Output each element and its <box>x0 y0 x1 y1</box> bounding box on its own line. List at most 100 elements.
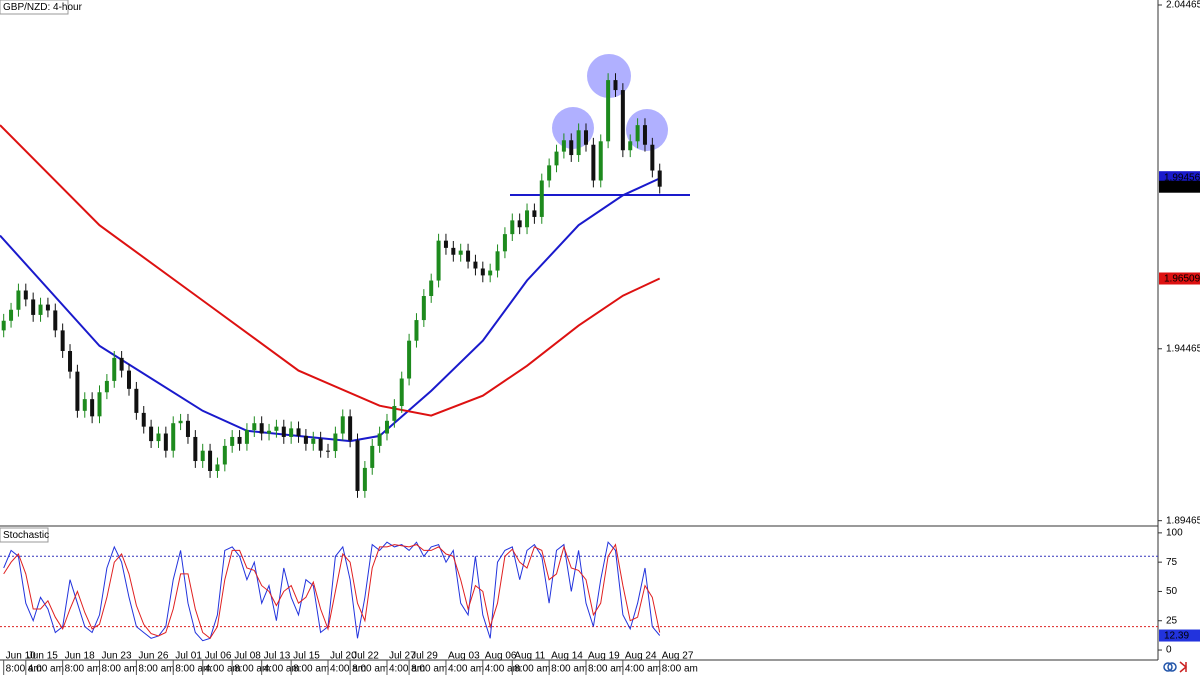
candle-body <box>53 310 58 331</box>
candle-body <box>569 140 574 156</box>
candle-body <box>355 440 360 491</box>
candle-body <box>399 378 404 407</box>
candle-body <box>584 130 589 145</box>
x-tick-label: Jul 22 <box>352 651 379 662</box>
x-tick-label: Jul 08 <box>234 651 261 662</box>
x-tick-label: Jun 15 <box>28 651 58 662</box>
candle-body <box>502 234 507 252</box>
y-tick-label: 50 <box>1166 586 1178 597</box>
candle-body <box>532 210 537 217</box>
x-tick-label: Aug 24 <box>625 651 657 662</box>
candle-body <box>510 220 515 235</box>
candle-body <box>443 240 448 248</box>
candle-body <box>348 416 353 441</box>
x-tick-label: Aug 11 <box>514 651 545 662</box>
moving-average <box>0 124 661 417</box>
candle-body <box>45 304 50 311</box>
candle-body <box>377 433 382 446</box>
scroll-end-icon[interactable] <box>1179 661 1188 673</box>
y-tick-label: 25 <box>1166 615 1178 626</box>
x-tick-label: Jun 26 <box>138 651 168 662</box>
candle-body <box>163 433 168 451</box>
y-tick-label: 75 <box>1166 557 1178 568</box>
x-tick-time: 4:00 am <box>330 664 366 675</box>
candle-body <box>407 340 412 379</box>
indicator-title: Stochastic <box>3 530 49 541</box>
candle-body <box>620 90 625 151</box>
candle-body <box>75 371 80 411</box>
candle-body <box>185 420 190 437</box>
x-tick-label: Aug 03 <box>448 651 480 662</box>
candle-body <box>429 280 434 297</box>
x-tick-label: Jul 20 <box>330 651 357 662</box>
y-tick-label: 0 <box>1166 645 1172 656</box>
candle-body <box>68 351 73 372</box>
price-tag-label: 1.96509 <box>1164 274 1200 285</box>
candle-body <box>635 125 640 142</box>
candle-body <box>104 380 109 393</box>
candle-body <box>149 426 154 442</box>
candle-body <box>296 428 301 436</box>
head <box>587 54 631 98</box>
x-tick-label: Aug 19 <box>588 651 620 662</box>
x-tick-label: Jun 10 <box>6 651 36 662</box>
price-tag <box>1159 171 1200 184</box>
candle-body <box>318 438 323 451</box>
x-tick-time: 8:00 am <box>588 664 624 675</box>
x-tick-time: 8:00 am <box>6 664 42 675</box>
y-tick-label: 100 <box>1166 527 1183 538</box>
candle-body <box>466 250 471 262</box>
candle-body <box>82 399 87 411</box>
candle-body <box>539 180 544 217</box>
candle-body <box>458 250 463 255</box>
candle-body <box>421 296 426 321</box>
sync-icon[interactable] <box>1163 662 1173 672</box>
candle-body <box>598 141 603 181</box>
candle-body <box>628 141 633 151</box>
candle-body <box>517 220 522 228</box>
x-tick-time: 4:00 am <box>28 664 64 675</box>
price-tag <box>1159 629 1200 642</box>
candle-body <box>451 247 456 255</box>
stochastic-line <box>3 541 661 642</box>
toolbar-icons[interactable] <box>1163 661 1188 673</box>
candle-body <box>303 435 308 444</box>
candle-body <box>613 80 618 91</box>
x-tick-time: 4:00 am <box>264 664 300 675</box>
candle-body <box>267 430 272 434</box>
x-tick-time: 8:00 am <box>662 664 698 675</box>
candle-body <box>650 144 655 171</box>
x-tick-time: 8:00 am <box>175 664 211 675</box>
candle-body <box>414 320 419 341</box>
x-tick-time: 8:00 am <box>352 664 388 675</box>
candle-body <box>222 445 227 465</box>
candle-body <box>281 426 286 437</box>
candle-body <box>480 268 485 276</box>
x-tick-label: Aug 14 <box>551 651 583 662</box>
candle-body <box>392 406 397 421</box>
candle-body <box>488 270 493 276</box>
x-tick-label: Jul 29 <box>411 651 438 662</box>
x-tick-time: 4:00 am <box>389 664 425 675</box>
x-tick-time: 8:00 am <box>234 664 270 675</box>
left-shoulder <box>552 107 594 149</box>
x-tick-time: 8:00 am <box>102 664 138 675</box>
candle-body <box>237 436 242 444</box>
price-tag-label: 12.39 <box>1164 631 1189 642</box>
sync-icon-b[interactable] <box>1167 662 1177 672</box>
candle-body <box>554 151 559 166</box>
x-tick-time: 8:00 am <box>65 664 101 675</box>
x-tick-label: Jun 23 <box>102 651 132 662</box>
candle-body <box>171 423 176 451</box>
right-shoulder <box>626 109 668 151</box>
candle-body <box>326 450 331 452</box>
candle-body <box>97 392 102 417</box>
moving-average <box>0 177 661 443</box>
y-tick-label: 1.94465 <box>1166 343 1200 354</box>
candle-body <box>119 357 124 371</box>
candle-body <box>230 436 235 446</box>
candle-body <box>340 416 345 434</box>
candle-body <box>215 464 220 471</box>
